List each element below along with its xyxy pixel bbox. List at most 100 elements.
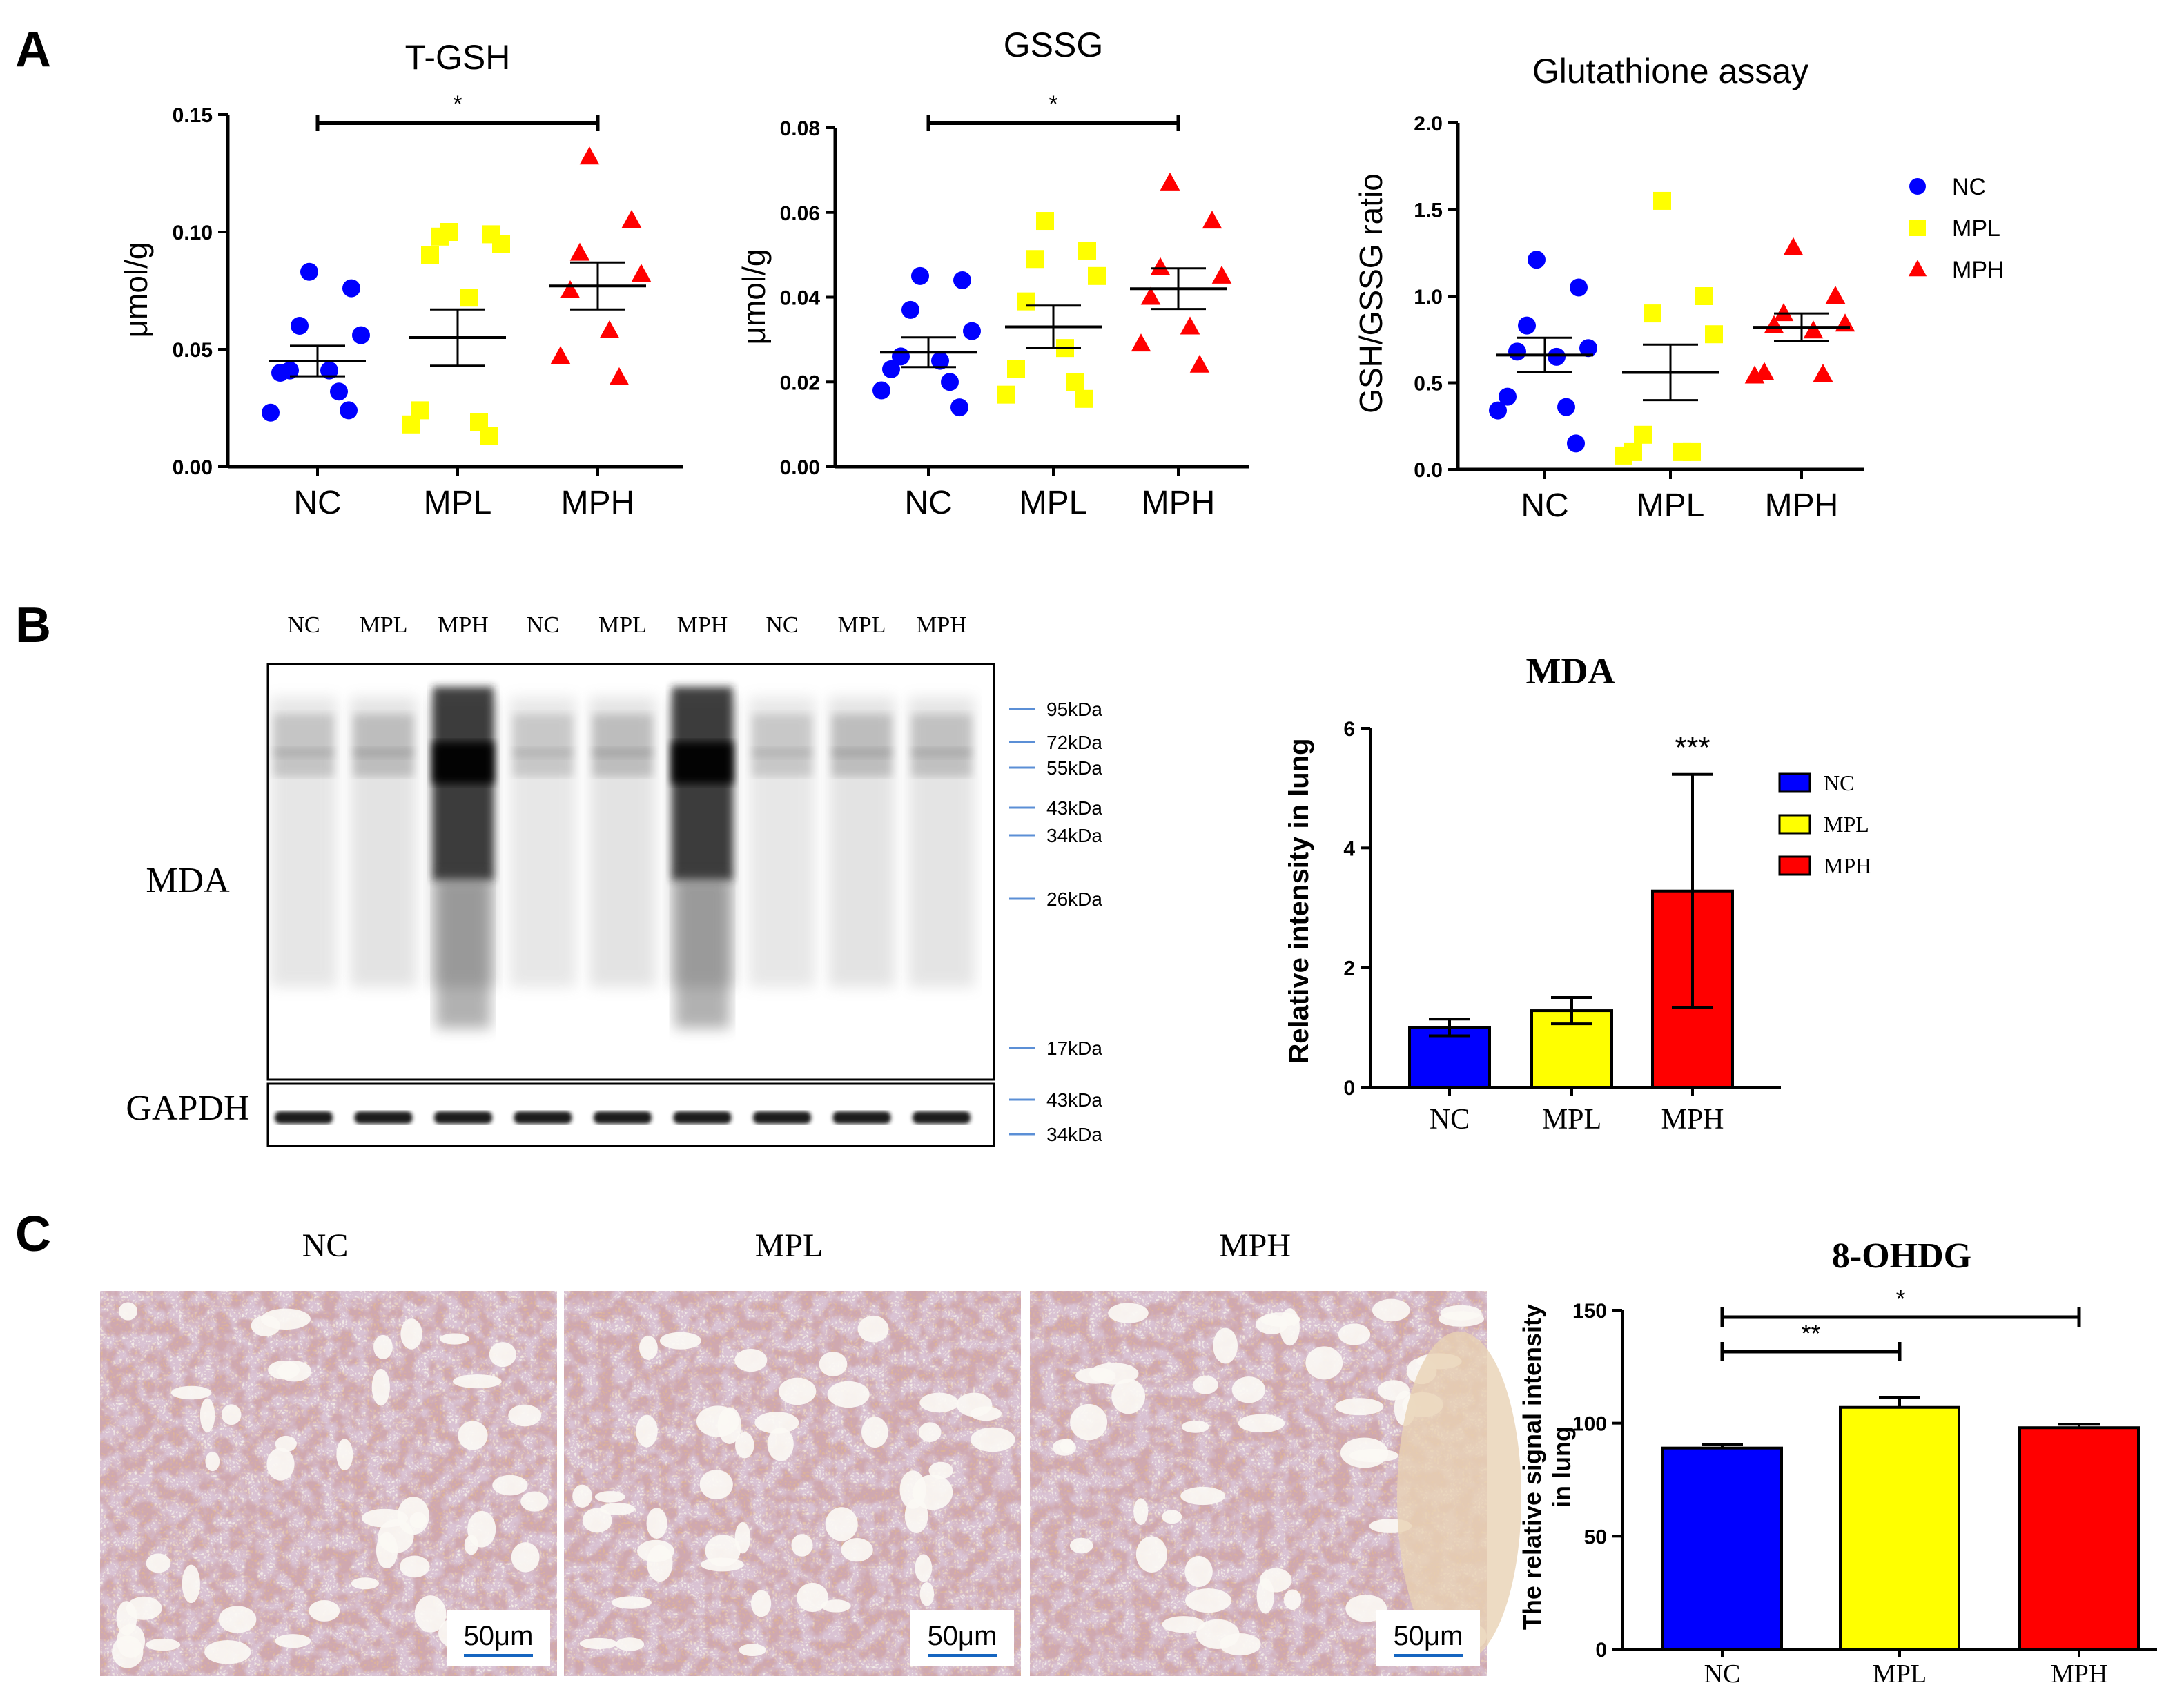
significance-label: *: [1049, 91, 1057, 117]
chart-title: GSSG: [1004, 26, 1103, 64]
data-point: [1705, 325, 1723, 344]
alveolar-space: [118, 1302, 137, 1321]
bar: [1408, 1026, 1491, 1089]
panel-letter-b: B: [15, 598, 51, 653]
alveolar-space: [458, 1421, 488, 1450]
alveolar-space: [182, 1564, 200, 1604]
chart-gssg: GSSG μmol/g 0.00 0.02 0.04 0.06 0.08 NC MPL MPH…: [736, 26, 1249, 521]
data-point: [1813, 364, 1833, 382]
blot-lane: [430, 687, 496, 1029]
legend: NC MPL MPH: [1778, 770, 1871, 878]
data-point: [1803, 320, 1824, 339]
gapdh-band: [354, 1111, 413, 1124]
scalebar-label: 50μm: [928, 1621, 997, 1651]
alveolar-space: [1181, 1420, 1209, 1433]
alveolar-space: [126, 1596, 162, 1620]
x-tick-label: MPH: [1765, 487, 1839, 524]
alveolar-space: [1070, 1403, 1108, 1441]
alveolar-space: [699, 1470, 733, 1500]
chart-ratio: Glutathione assay GSH/GSSG ratio 0.0 0.5 1…: [1353, 52, 2005, 524]
alveolar-space: [791, 1534, 813, 1557]
micrograph-label: NC: [302, 1227, 349, 1264]
lane-label: NC: [527, 612, 559, 638]
alveolar-space: [971, 1427, 1015, 1452]
marks: *: [262, 91, 652, 445]
data-point: [330, 382, 348, 401]
data-point: [431, 227, 449, 246]
blot-lane: [908, 697, 975, 987]
band: [911, 749, 972, 777]
x-tick-label: MPH: [1142, 485, 1216, 521]
y-tick-label: 0.10: [173, 222, 213, 244]
alveolar-space: [579, 1637, 618, 1649]
data-point: [352, 326, 370, 344]
data-point: [599, 320, 620, 338]
data-point: [1150, 257, 1171, 275]
alveolar-space: [1069, 1537, 1093, 1554]
alveolar-space: [170, 1385, 212, 1400]
y-tick-label: 0: [1595, 1639, 1607, 1662]
alveolar-space: [1305, 1346, 1343, 1380]
alveolar-space: [1135, 1536, 1167, 1573]
marker-label: 43kDa: [1046, 797, 1102, 819]
y-tick-label: 0.00: [173, 456, 213, 479]
data-point: [1088, 266, 1106, 285]
lower-smear: [436, 877, 491, 1029]
alveolar-space: [646, 1508, 667, 1539]
bar: [1839, 1405, 1960, 1651]
alveolar-space: [734, 1348, 768, 1372]
y-tick-label: 0.00: [780, 456, 820, 479]
alveolar-space: [112, 1635, 144, 1668]
marks: *: [872, 91, 1232, 417]
y-axis-label: μmol/g: [118, 242, 154, 338]
data-point: [1075, 389, 1093, 408]
y-tick-label: 6: [1343, 718, 1355, 741]
data-point: [1825, 286, 1846, 304]
data-point: [1653, 191, 1671, 210]
legend-label: MPH: [1952, 257, 2005, 283]
band: [592, 749, 653, 777]
chart-title: T-GSH: [405, 38, 511, 77]
alveolar-space: [1335, 1398, 1384, 1416]
data-point: [1140, 286, 1161, 305]
alveolar-space: [611, 1596, 652, 1609]
gapdh-blot-signal: [275, 1111, 971, 1124]
lane-label: MPL: [360, 612, 408, 638]
alveolar-space: [594, 1491, 625, 1503]
alveolar-space: [919, 1392, 959, 1413]
alveolar-space: [1162, 1510, 1182, 1524]
data-point: [1764, 315, 1784, 333]
blot-lane: [509, 697, 576, 987]
data-point: [1518, 316, 1536, 335]
y-tick-label: 0.05: [173, 339, 213, 362]
alveolar-space: [1111, 1379, 1146, 1414]
alveolar-space: [439, 1333, 469, 1345]
alveolar-space: [275, 1435, 297, 1452]
alveolar-space: [739, 1644, 766, 1657]
alveolar-space: [414, 1595, 447, 1633]
data-point: [1026, 250, 1044, 269]
alveolar-space: [1184, 1556, 1213, 1588]
alveolar-space: [373, 1334, 393, 1359]
alveolar-space: [1372, 1298, 1410, 1322]
chart-tgsh: T-GSH μmol/g 0.00 0.05 0.10 0.15 NC MPL MPH *: [118, 38, 683, 521]
lane-labels: NC MPL MPH NC MPL MPH NC MPL MPH: [287, 612, 966, 638]
alveolar-space: [1185, 1588, 1232, 1613]
data-point: [1744, 365, 1765, 384]
alveolar-space: [1180, 1486, 1226, 1506]
lane-label: MPH: [916, 612, 967, 638]
x-tick-label: MPH: [1661, 1104, 1724, 1136]
axes: 0.00 0.02 0.04 0.06 0.08 NC MPL MPH: [780, 117, 1249, 521]
data-point: [342, 279, 360, 298]
marker-label: 72kDa: [1046, 732, 1102, 753]
legend-label: NC: [1952, 174, 1986, 200]
data-point: [1548, 347, 1566, 366]
y-axis-label-line-2: in lung: [1548, 1426, 1576, 1508]
significance-label: *: [453, 91, 462, 117]
alveolar-space: [899, 1470, 926, 1509]
alveolar-space: [1133, 1498, 1149, 1525]
alveolar-space: [1338, 1323, 1371, 1345]
y-axis-label-line-1: The relative signal intensity: [1518, 1304, 1546, 1630]
data-point: [1017, 292, 1035, 311]
